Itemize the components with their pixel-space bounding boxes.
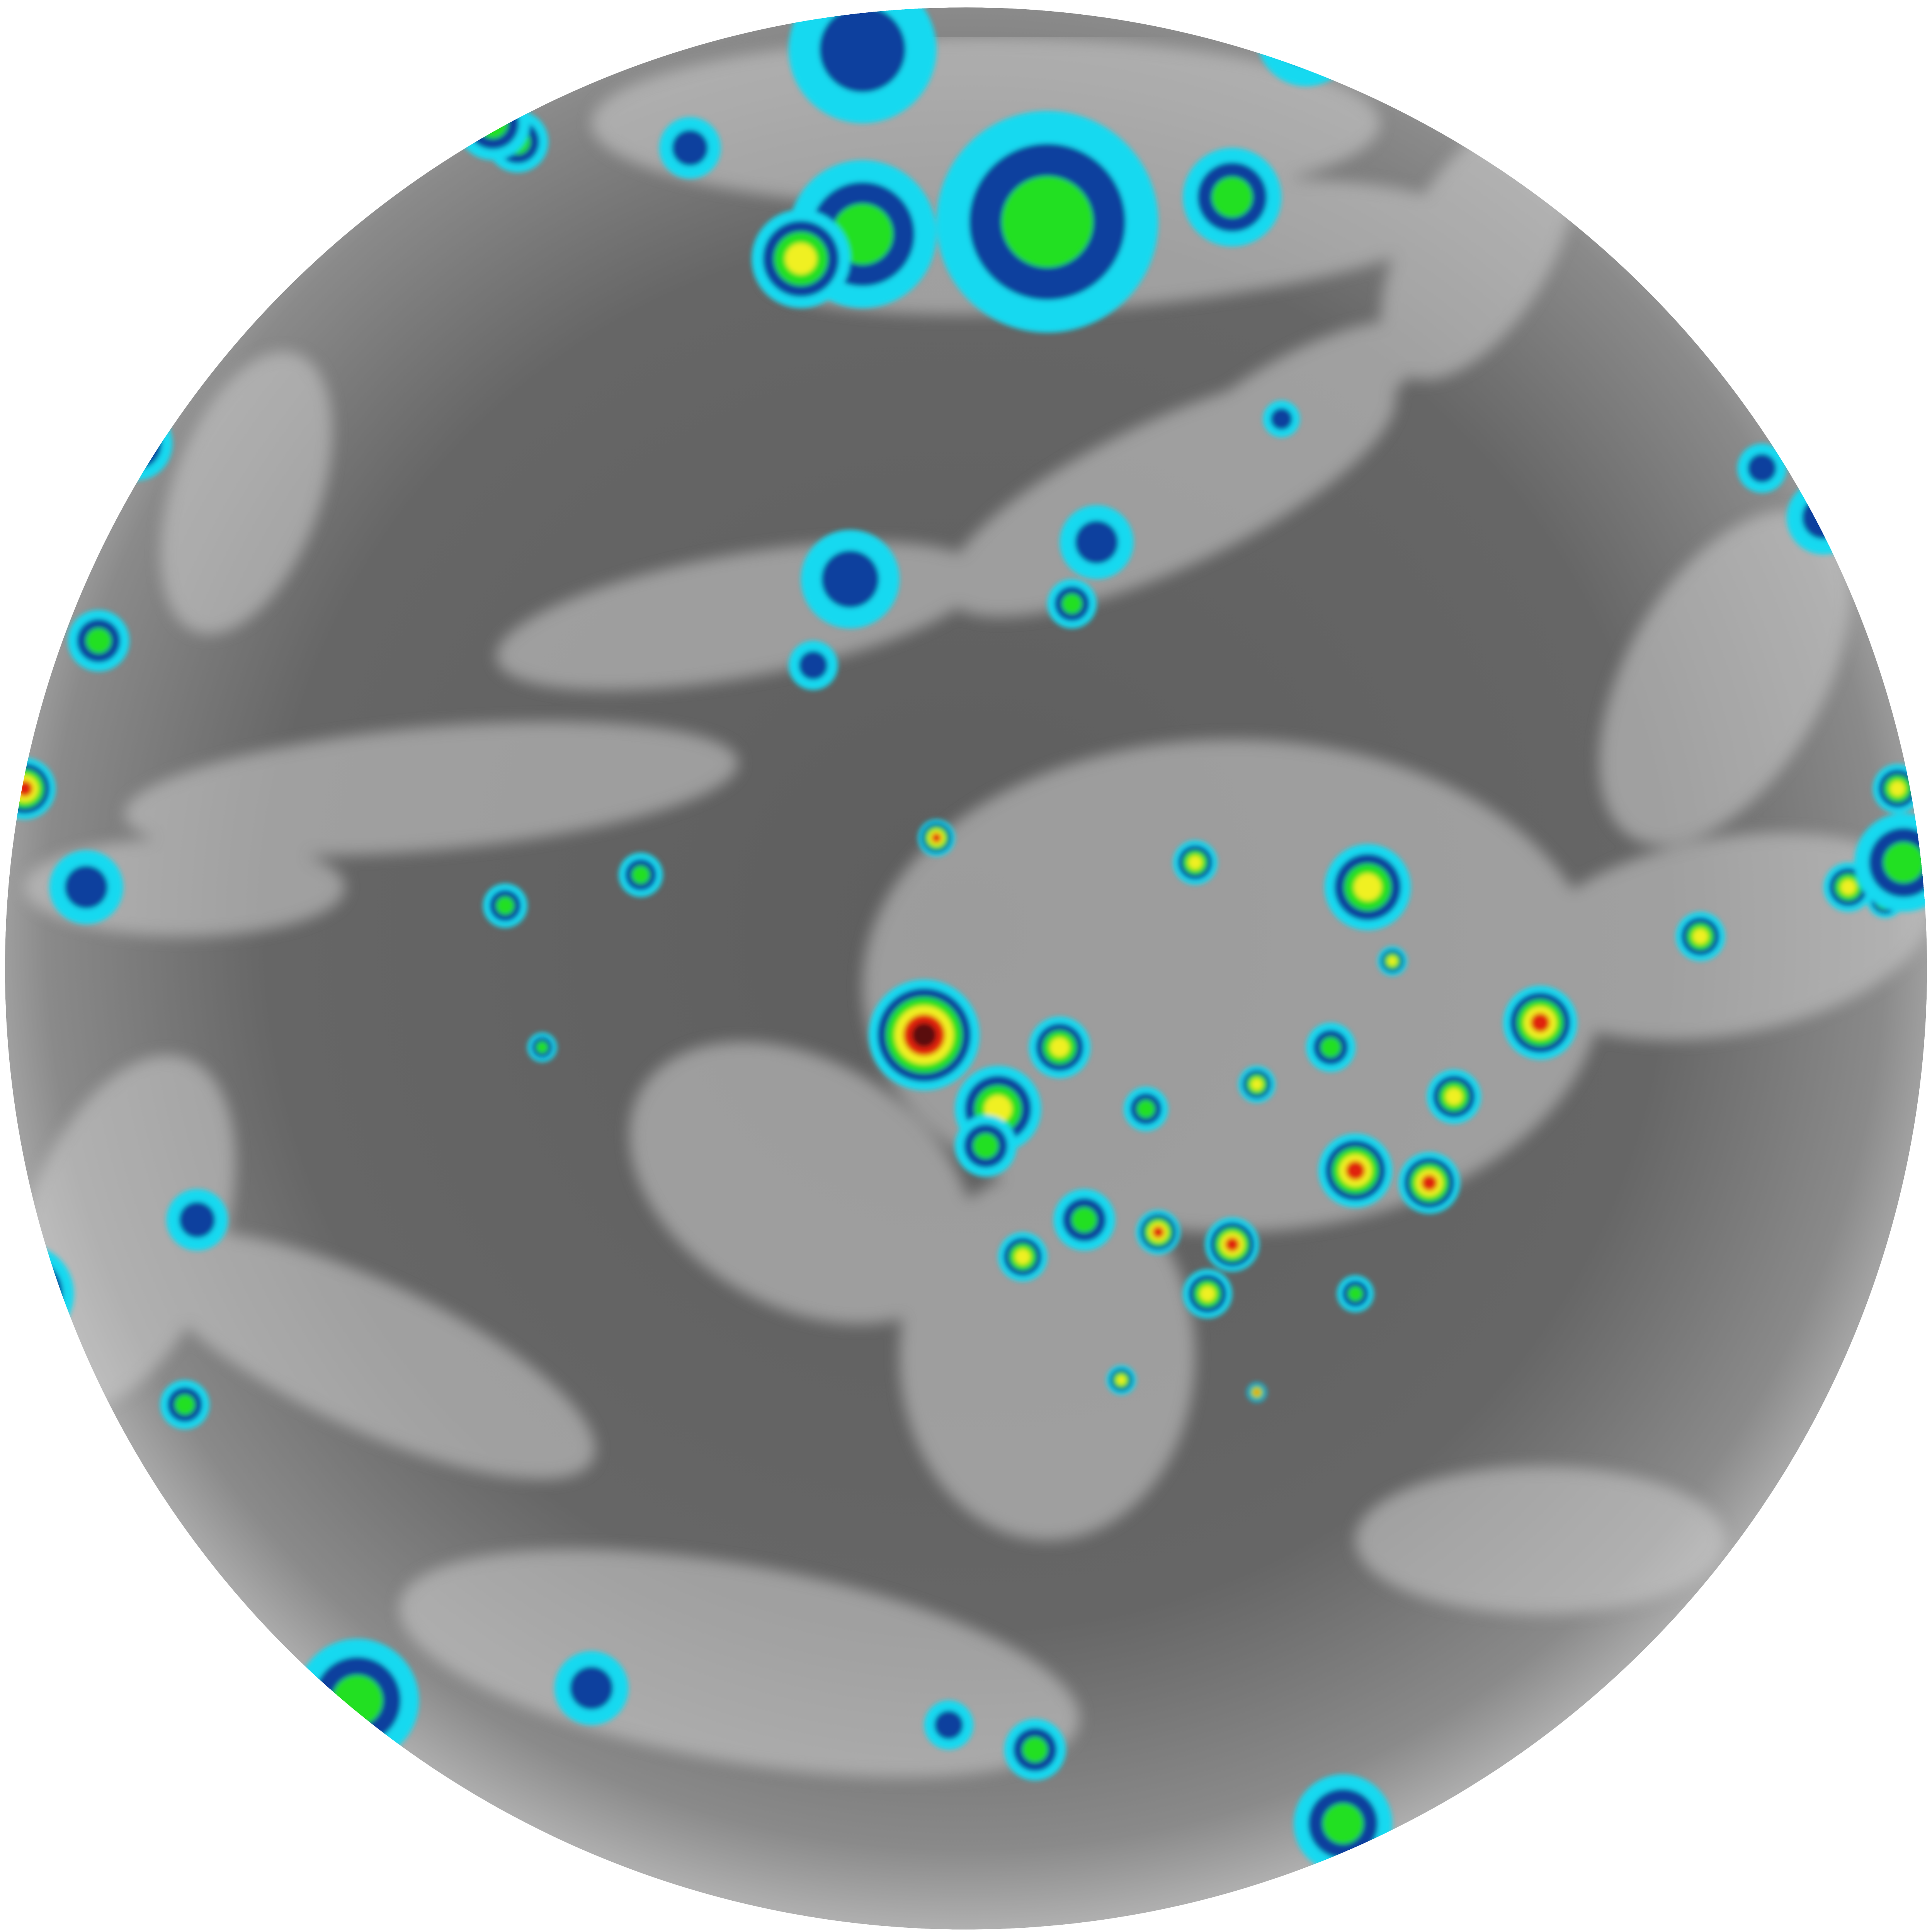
- storm-cell: [1388, 956, 1397, 966]
- storm-cell: [1117, 1375, 1126, 1384]
- cloud-band: [1355, 1466, 1725, 1614]
- storm-cell: [820, 6, 906, 92]
- storm-cell: [1270, 408, 1292, 430]
- storm-cell: [1062, 594, 1082, 614]
- storm-cell: [1050, 1037, 1070, 1057]
- storm-cell: [785, 243, 816, 274]
- storm-cell: [1321, 1037, 1341, 1058]
- storm-cell: [1889, 781, 1905, 797]
- storm-cell: [1015, 1249, 1031, 1265]
- storm-cell: [0, 1267, 51, 1321]
- storm-cell: [912, 1023, 936, 1047]
- storm-cell: [1748, 454, 1776, 483]
- storm-cell: [1787, 481, 1861, 554]
- storm-cell: [1137, 1100, 1155, 1118]
- storm-cell: [120, 429, 151, 459]
- storm-cell: [932, 833, 941, 843]
- storm-cell: [179, 1202, 215, 1238]
- storm-cell: [1346, 1161, 1365, 1180]
- storm-cell: [1277, 8, 1335, 66]
- storm-cell: [799, 651, 827, 680]
- storm-cell: [467, 97, 519, 149]
- storm-cell: [821, 550, 879, 608]
- storm-cell: [109, 417, 162, 469]
- storm-cell: [1354, 873, 1381, 901]
- storm-cell: [1188, 855, 1202, 870]
- storm-cell: [17, 781, 32, 796]
- storm-cell: [672, 130, 708, 166]
- storm-cell: [1445, 1088, 1463, 1105]
- storm-cell: [632, 866, 650, 884]
- storm-cell: [570, 1667, 613, 1710]
- storm-cell: [1692, 929, 1708, 944]
- storm-cell: [1200, 1286, 1216, 1302]
- storm-cell: [1153, 1226, 1164, 1238]
- storm-cell: [1075, 520, 1118, 564]
- storm-cell: [1348, 1286, 1363, 1301]
- storm-cell: [86, 628, 111, 653]
- storm-cell: [1254, 1390, 1259, 1395]
- storm-cell: [973, 1133, 998, 1159]
- storm-cell: [1883, 842, 1924, 883]
- storm-cell: [934, 1711, 963, 1739]
- storm-cell: [65, 866, 108, 909]
- storm-cell: [1323, 1803, 1363, 1844]
- storm-cell: [1840, 879, 1856, 895]
- storm-cell: [1421, 1175, 1437, 1191]
- storm-cell: [9, 1278, 40, 1310]
- storm-cell: [1225, 1237, 1239, 1251]
- storm-cell: [1071, 1207, 1097, 1233]
- storm-cell: [478, 108, 508, 138]
- storm-cell: [1531, 1013, 1550, 1032]
- storm-cell: [1002, 176, 1093, 267]
- storm-cell: [1802, 496, 1845, 539]
- storm-cell: [496, 896, 514, 915]
- storm-cell: [175, 1395, 195, 1415]
- storm-cell: [536, 1041, 548, 1054]
- storm-cell: [1251, 1078, 1262, 1090]
- storm-cell: [1212, 177, 1252, 218]
- storm-cell: [332, 1675, 383, 1726]
- storm-cell: [1022, 1737, 1048, 1762]
